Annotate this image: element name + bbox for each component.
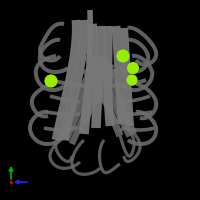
Polygon shape <box>93 55 133 138</box>
Polygon shape <box>120 28 134 126</box>
Polygon shape <box>82 68 119 125</box>
Polygon shape <box>28 110 61 146</box>
Polygon shape <box>124 126 155 132</box>
Polygon shape <box>50 78 90 88</box>
Polygon shape <box>112 26 126 124</box>
Polygon shape <box>127 26 158 66</box>
Polygon shape <box>49 94 80 104</box>
Polygon shape <box>57 58 99 141</box>
Polygon shape <box>46 110 80 116</box>
Polygon shape <box>85 55 123 137</box>
Polygon shape <box>52 20 81 141</box>
Polygon shape <box>119 123 136 158</box>
Polygon shape <box>38 22 64 62</box>
Polygon shape <box>127 110 158 146</box>
Polygon shape <box>98 139 121 174</box>
Point <box>130 78 134 82</box>
Polygon shape <box>110 78 147 88</box>
Polygon shape <box>101 55 137 135</box>
Polygon shape <box>48 135 81 170</box>
Polygon shape <box>54 126 85 163</box>
Polygon shape <box>44 126 77 132</box>
Polygon shape <box>91 26 105 128</box>
Polygon shape <box>79 23 98 134</box>
Polygon shape <box>38 38 69 74</box>
Polygon shape <box>119 38 150 74</box>
Polygon shape <box>120 110 152 116</box>
Polygon shape <box>103 26 114 126</box>
Polygon shape <box>60 20 89 141</box>
Point <box>131 66 135 70</box>
Polygon shape <box>123 54 154 92</box>
Point <box>121 54 125 58</box>
Polygon shape <box>81 10 93 124</box>
Polygon shape <box>81 68 118 125</box>
Point <box>49 79 53 83</box>
Polygon shape <box>34 54 65 92</box>
Polygon shape <box>69 62 115 145</box>
Polygon shape <box>30 82 53 118</box>
Polygon shape <box>136 82 158 120</box>
Polygon shape <box>63 59 107 141</box>
Polygon shape <box>70 139 101 176</box>
Polygon shape <box>119 126 142 163</box>
Polygon shape <box>120 94 151 104</box>
